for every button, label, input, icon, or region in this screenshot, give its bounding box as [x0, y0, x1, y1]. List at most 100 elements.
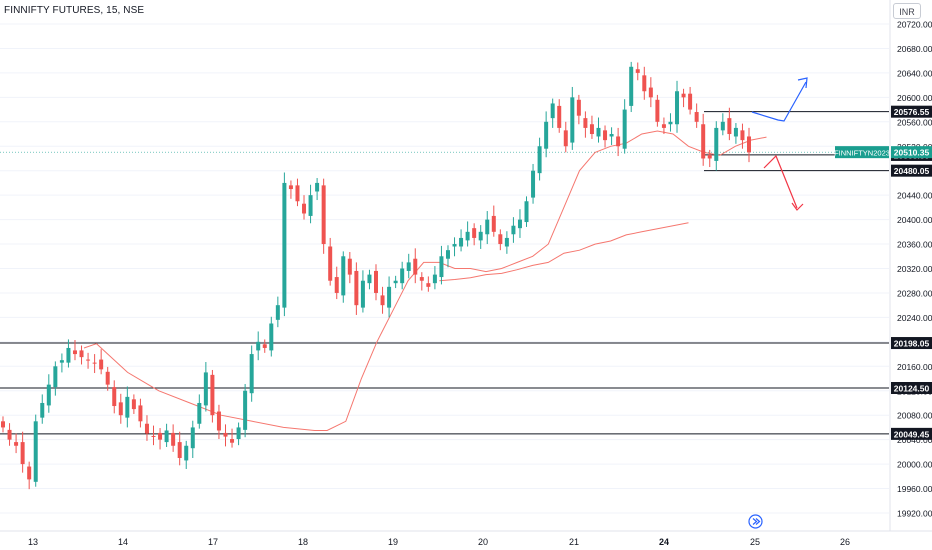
candle-body	[46, 384, 51, 406]
candle-body	[419, 277, 424, 281]
candle-body	[583, 118, 588, 128]
candle-body	[727, 118, 732, 135]
candle-body	[432, 274, 437, 284]
time-tick-label: 13	[28, 537, 38, 547]
price-level-label-bg	[891, 105, 932, 118]
candle-body	[184, 445, 189, 461]
price-level-label-bg	[891, 164, 932, 177]
currency-button[interactable]: INR	[893, 3, 921, 19]
price-level-label-bg	[891, 427, 932, 440]
candle-body	[302, 203, 307, 214]
price-tick-label: 19960.00	[897, 484, 932, 494]
candle-body	[105, 371, 110, 385]
price-tick-label: 20360.00	[897, 240, 932, 250]
candle-body	[681, 93, 686, 98]
time-tick-label: 14	[118, 537, 128, 547]
candle-body	[387, 286, 392, 308]
candle-body	[125, 396, 130, 418]
candle-body	[210, 374, 215, 416]
candle-body	[334, 277, 339, 293]
candle-body	[14, 442, 19, 446]
candle-body	[171, 432, 176, 446]
price-tick-label: 20080.00	[897, 411, 932, 421]
candle-body	[655, 99, 660, 122]
candle-body	[426, 283, 431, 287]
candle-body	[537, 146, 542, 174]
candle-body	[249, 354, 254, 394]
candle-body	[452, 244, 457, 247]
candle-body	[341, 256, 346, 296]
candle-body	[144, 423, 149, 434]
candle-body	[328, 246, 333, 281]
price-level-label-bg	[891, 381, 932, 394]
candle-body	[465, 231, 470, 241]
bullish-arrowhead	[797, 77, 808, 89]
price-level-label: 20124.50	[894, 383, 930, 393]
candle-body	[511, 225, 516, 235]
candle-body	[177, 442, 182, 458]
candle-body	[27, 466, 32, 480]
candle-body	[733, 127, 738, 137]
candle-body	[675, 91, 680, 125]
candle-body	[485, 219, 490, 235]
candle-body	[380, 295, 385, 306]
moving-averages	[83, 130, 767, 431]
candle-body	[629, 66, 634, 106]
candle-body	[714, 127, 719, 161]
candle-body	[360, 280, 365, 308]
candle-body	[92, 362, 97, 364]
candle-body	[321, 185, 326, 245]
candle-body	[747, 136, 751, 153]
price-level-label: 20049.45	[894, 429, 930, 439]
candles	[1, 61, 751, 490]
price-tick-label: 20280.00	[897, 288, 932, 298]
candle-body	[576, 99, 581, 116]
candle-body	[616, 136, 621, 147]
candle-body	[256, 341, 261, 351]
time-tick-label: 21	[569, 537, 579, 547]
chart-grid	[0, 23, 889, 514]
candle-body	[688, 93, 693, 110]
price-tick-label: 20160.00	[897, 362, 932, 372]
candle-body	[517, 219, 522, 229]
price-tick-label: 20240.00	[897, 313, 932, 323]
price-tick-label: 20320.00	[897, 264, 932, 274]
candle-body	[367, 274, 372, 284]
candle-body	[223, 432, 228, 437]
price-level-label: 20576.55	[894, 107, 930, 117]
time-tick-label: 20	[478, 537, 488, 547]
candle-body	[720, 121, 725, 131]
ma-long-line	[439, 222, 689, 282]
time-tick-label: 19	[388, 537, 398, 547]
time-tick-label: 26	[840, 537, 850, 547]
time-axis[interactable]: 13 14 17 18 19 20 21 24 25 26	[0, 530, 932, 547]
candle-body	[131, 399, 136, 410]
candle-body	[701, 124, 706, 159]
candle-body	[544, 121, 549, 149]
ma-short-line	[83, 130, 767, 431]
candle-body	[609, 134, 614, 137]
last-price-label: 20510.35	[894, 148, 930, 158]
candle-body	[86, 359, 91, 361]
candle-body	[33, 421, 38, 482]
replay-icon[interactable]	[748, 514, 763, 529]
price-level-label: 20480.05	[894, 166, 930, 176]
candle-body	[59, 360, 64, 363]
price-labels: 20198.0520124.5020049.4520576.5520505.80…	[834, 105, 932, 440]
price-tick-label: 19920.00	[897, 509, 932, 519]
candle-body	[66, 347, 71, 363]
time-tick-label: 24	[659, 537, 669, 547]
candle-body	[374, 270, 378, 293]
candle-body	[635, 69, 640, 73]
candle-body	[308, 195, 313, 216]
candle-body	[707, 154, 712, 159]
price-tick-label: 20680.00	[897, 44, 932, 54]
candle-body	[295, 185, 300, 202]
symbol-label: FINNIFTYN2023	[834, 149, 890, 158]
candle-body	[72, 350, 77, 355]
candle-body	[406, 262, 411, 271]
candle-body	[596, 127, 601, 137]
candle-body	[197, 402, 202, 424]
price-axis[interactable]: 20720.00 20680.00 20640.00 20600.00 20560.00…	[889, 0, 932, 531]
